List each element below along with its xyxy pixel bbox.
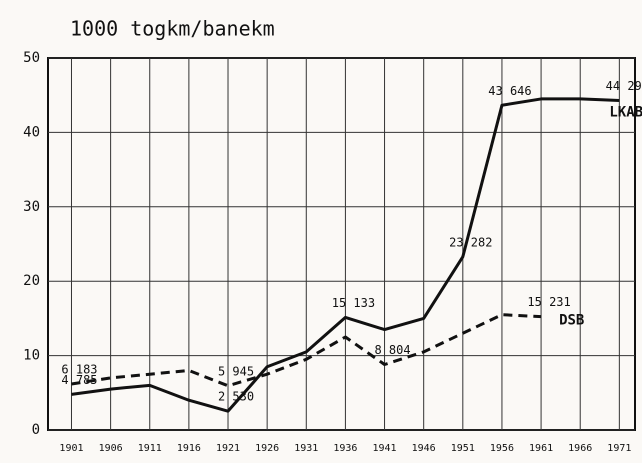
x-tick-label: 1921 (216, 443, 240, 454)
value-label: 23 282 (449, 235, 492, 249)
value-label: 44 293 (606, 79, 642, 93)
series-name: LKAB (609, 104, 642, 120)
series-name: DSB (559, 313, 584, 329)
x-tick-label: 1951 (451, 443, 475, 454)
y-tick-label: 0 (32, 422, 40, 438)
chart: 1000 togkm/banekm 0 10 20 30 40 50 1901 1906 191… (0, 0, 642, 463)
value-label: 2 530 (218, 390, 254, 404)
value-label: 5 945 (218, 364, 254, 378)
x-tick-label: 1936 (333, 443, 357, 454)
x-tick-label: 1971 (607, 443, 631, 454)
value-label: 43 646 (488, 84, 531, 98)
y-tick-label: 50 (23, 50, 40, 66)
y-tick-label: 40 (23, 124, 40, 140)
y-tick-label: 10 (23, 348, 40, 364)
x-tick-label: 1941 (372, 443, 396, 454)
x-tick-label: 1911 (138, 443, 162, 454)
value-label: 15 133 (332, 296, 375, 310)
y-tick-label: 30 (23, 199, 40, 215)
value-label: 8 804 (374, 343, 410, 357)
value-label: 6 183 (61, 362, 97, 376)
y-tick-label: 20 (23, 273, 40, 289)
x-tick-label: 1961 (529, 443, 553, 454)
x-tick-label: 1916 (177, 443, 201, 454)
x-tick-label: 1926 (255, 443, 279, 454)
x-tick-label: 1931 (294, 443, 318, 454)
x-tick-label: 1966 (568, 443, 592, 454)
chart-title: 1000 togkm/banekm (70, 17, 275, 41)
x-tick-label: 1906 (99, 443, 123, 454)
x-tick-label: 1956 (490, 443, 514, 454)
x-tick-label: 1901 (59, 443, 83, 454)
value-label: 15 231 (527, 295, 570, 309)
x-tick-label: 1946 (412, 443, 436, 454)
